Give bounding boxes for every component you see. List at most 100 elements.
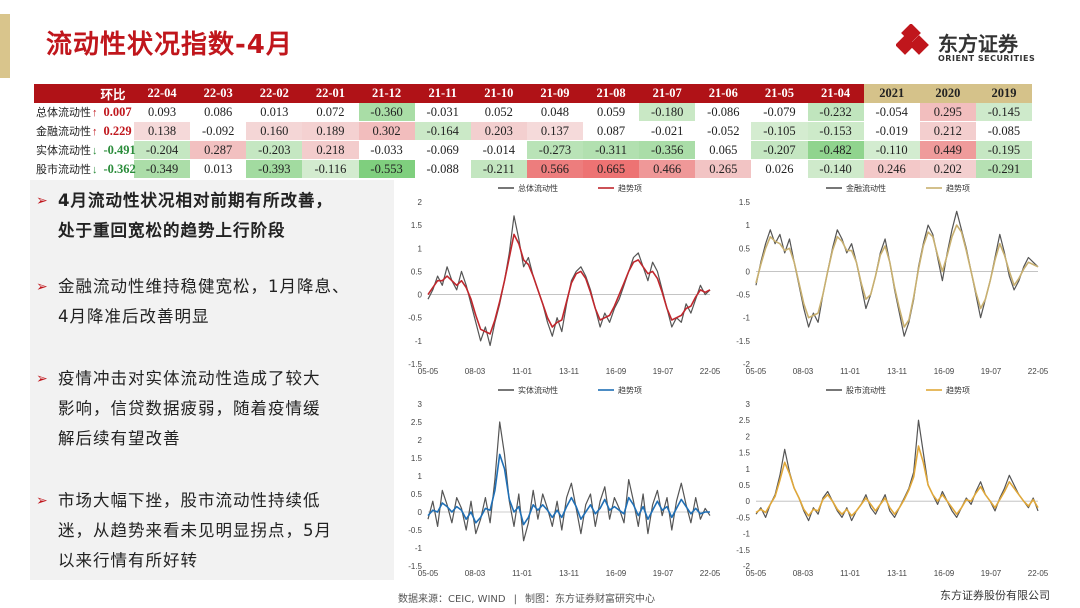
y-tick-label: -1.5 — [736, 337, 750, 346]
y-tick-label: -0.5 — [408, 526, 422, 535]
y-tick-label: 1.5 — [739, 449, 751, 458]
row-label: 实体流动性 — [34, 140, 92, 160]
legend-label: 总体流动性 — [518, 183, 558, 193]
y-tick-label: 1 — [746, 221, 751, 230]
year-value-cell: 0.449 — [919, 140, 976, 160]
change-cell: ↑ 0.007 — [92, 103, 134, 122]
logo-text-cn: 东方证券 — [938, 32, 1018, 56]
x-tick-label: 13-11 — [559, 367, 579, 376]
x-tick-label: 16-09 — [606, 569, 627, 578]
month-value-cell: 0.137 — [526, 121, 583, 141]
legend-label: 股市流动性 — [846, 385, 886, 395]
row-label: 总体流动性 — [34, 103, 92, 122]
header-month: 21-05 — [751, 84, 808, 103]
month-value-cell: 0.087 — [583, 121, 640, 141]
year-value-cell: -0.291 — [975, 159, 1032, 179]
month-value-cell: 0.189 — [302, 121, 359, 141]
header-year: 2021 — [863, 84, 920, 103]
y-tick-label: 2.5 — [739, 416, 751, 425]
y-tick-label: -0.5 — [736, 513, 750, 522]
header-blank — [34, 84, 92, 103]
x-tick-label: 11-01 — [512, 569, 532, 578]
header-month: 21-08 — [583, 84, 640, 103]
row-label: 股市流动性 — [34, 159, 92, 179]
month-value-cell: -0.311 — [583, 140, 640, 160]
month-value-cell: -0.349 — [134, 159, 191, 179]
chart-overall-liquidity: -1.5 -1 -0.5 0 0.5 1 1.5 2 05-05 08-03 11-01 13-11 1… — [400, 180, 721, 376]
x-tick-label: 22-05 — [1028, 569, 1049, 578]
year-value-cell: 0.212 — [919, 121, 976, 141]
copyright: 东方证券股份有限公司 — [940, 589, 1050, 602]
y-tick-label: 1 — [418, 472, 423, 481]
y-tick-label: -1.5 — [736, 546, 750, 555]
header-year: 2019 — [975, 84, 1032, 103]
y-tick-label: 0 — [746, 267, 751, 276]
x-tick-label: 08-03 — [793, 367, 814, 376]
y-tick-label: -0.5 — [736, 291, 750, 300]
header-change: 环比 — [92, 84, 134, 103]
header-month: 21-12 — [358, 84, 415, 103]
legend-label: 趋势项 — [618, 385, 642, 395]
logo-diamond-icon — [896, 24, 929, 55]
month-value-cell: -0.203 — [246, 140, 303, 160]
commentary-panel: ➢ 4月流动性状况相对前期有所改善， 处于重回宽松的趋势上行阶段 ➢ 金融流动性… — [30, 180, 394, 580]
y-tick-label: -1 — [415, 337, 423, 346]
year-value-cell: 0.246 — [863, 159, 920, 179]
month-value-cell: -0.031 — [414, 103, 471, 122]
x-tick-label: 11-01 — [512, 367, 532, 376]
year-value-cell: -0.195 — [975, 140, 1032, 160]
legend-label: 实体流动性 — [518, 385, 558, 395]
month-value-cell: 0.026 — [751, 159, 808, 179]
month-value-cell: 0.072 — [302, 103, 359, 122]
x-tick-label: 11-01 — [840, 367, 860, 376]
y-tick-label: 1.5 — [739, 198, 751, 207]
y-tick-label: 3 — [746, 400, 751, 409]
bullet-item: ➢ 市场大幅下挫，股市流动性持续低 迷，从趋势来看未见明显拐点，5月 以来行情有… — [36, 486, 388, 576]
month-value-cell: 0.048 — [526, 103, 583, 122]
series-line-trend — [755, 445, 1039, 517]
x-tick-label: 19-07 — [981, 569, 1002, 578]
bullet-item: ➢ 4月流动性状况相对前期有所改善， 处于重回宽松的趋势上行阶段 — [36, 186, 388, 246]
month-value-cell: -0.069 — [414, 140, 471, 160]
change-down-arrow-icon: ↓ — [92, 144, 98, 157]
y-tick-label: -1 — [743, 314, 751, 323]
month-value-cell: 0.287 — [190, 140, 247, 160]
chart-financial-liquidity: -2 -1.5 -1 -0.5 0 0.5 1 1.5 05-05 08-03 11-01 13-11… — [728, 180, 1049, 376]
source-note: 数据来源：CEIC, WIND — [398, 594, 506, 605]
x-tick-label: 08-03 — [465, 367, 486, 376]
x-tick-label: 05-05 — [418, 367, 439, 376]
legend-label: 趋势项 — [946, 385, 970, 395]
month-value-cell: 0.302 — [358, 121, 415, 141]
liquidity-index-table: 环比 22-04 22-03 22-02 22-01 21-12 21-11 21-10 21-… — [34, 84, 1032, 179]
y-tick-label: 1 — [746, 465, 751, 474]
x-tick-label: 08-03 — [465, 569, 486, 578]
x-tick-label: 22-05 — [1028, 367, 1049, 376]
month-value-cell: 0.265 — [695, 159, 752, 179]
month-value-cell: -0.140 — [807, 159, 864, 179]
header-month: 21-06 — [695, 84, 752, 103]
table-row: 股市流动性 ↓ -0.362 -0.349 0.013 -0.393 -0.116 -0.55… — [34, 159, 1032, 179]
bullet-text: 4月流动性状况相对前期有所改善， 处于重回宽松的趋势上行阶段 — [58, 191, 333, 240]
change-value: 0.229 — [103, 123, 132, 138]
x-tick-label: 05-05 — [746, 367, 767, 376]
side-accent-tab — [0, 14, 10, 78]
month-value-cell: -0.116 — [302, 159, 359, 179]
change-cell: ↓ -0.362 — [92, 159, 136, 179]
y-tick-label: 2 — [418, 436, 423, 445]
year-value-cell: -0.054 — [863, 103, 920, 122]
x-tick-label: 05-05 — [418, 569, 439, 578]
y-tick-label: -0.5 — [408, 314, 422, 323]
change-up-arrow-icon: ↑ — [92, 125, 98, 138]
header-month: 21-11 — [414, 84, 471, 103]
y-tick-label: 0 — [746, 497, 751, 506]
month-value-cell: 0.013 — [246, 103, 303, 122]
y-tick-label: 1.5 — [411, 221, 423, 230]
y-tick-label: 1.5 — [411, 454, 423, 463]
x-tick-label: 16-09 — [934, 367, 955, 376]
month-value-cell: -0.052 — [695, 121, 752, 141]
y-tick-label: -2 — [743, 562, 751, 571]
year-value-cell: -0.145 — [975, 103, 1032, 122]
y-tick-label: 0.5 — [411, 267, 423, 276]
month-value-cell: -0.211 — [470, 159, 527, 179]
footer-separator: | — [513, 594, 517, 605]
